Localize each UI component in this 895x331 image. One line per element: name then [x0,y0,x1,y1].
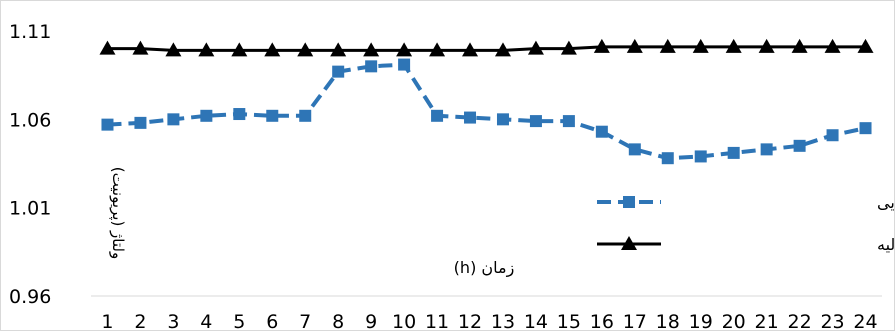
data-point [560,40,577,55]
series-1 [101,58,872,165]
x-tick-label: 8 [332,311,344,330]
x-tick-label: 24 [853,311,877,330]
data-point [857,38,874,53]
data-point [628,143,641,156]
x-tick-label: 10 [392,311,416,330]
data-point [826,129,839,142]
x-tick-label: 6 [266,311,278,330]
data-point [398,58,411,71]
data-point [859,122,872,135]
y-tick-label: 1.01 [9,198,51,220]
series-2 [99,38,874,57]
data-point [527,40,544,55]
data-point [661,152,674,165]
data-point [725,38,742,53]
data-point [824,38,841,53]
data-point [264,42,281,57]
data-point [694,150,707,163]
data-point [793,139,806,152]
series-line [107,45,866,52]
data-point [198,42,215,57]
data-point [365,60,378,73]
y-axis-title: ولتاژ (پریونیت) [108,167,127,259]
x-tick-label: 23 [820,311,844,330]
data-point [99,40,116,55]
data-point [496,113,509,126]
data-point [626,38,643,53]
data-point [494,42,511,57]
data-point [431,109,444,122]
x-tick-label: 13 [491,311,515,330]
data-point [429,42,446,57]
data-point [101,118,114,131]
x-tick-label: 22 [788,311,812,330]
x-tick-label: 19 [689,311,713,330]
data-point [363,42,380,57]
legend-label: شبکه با قابلیت بازآرایی [877,193,894,213]
data-point [233,108,246,121]
x-tick-label: 4 [200,311,212,330]
x-tick-label: 9 [365,311,377,330]
data-point [791,38,808,53]
y-tick-label: 1.11 [9,21,51,43]
data-point [200,109,213,122]
data-point [659,38,676,53]
data-point [165,42,182,57]
data-point [396,42,413,57]
x-tick-label: 5 [233,311,245,330]
data-point [758,38,775,53]
data-point [134,116,147,129]
x-tick-label: 2 [134,311,146,330]
x-tick-label: 21 [755,311,779,330]
data-point [132,40,149,55]
x-axis-title: زمان (h) [454,258,515,278]
data-point [297,42,314,57]
legend-marker [621,236,637,250]
data-point [593,38,610,53]
x-tick-label: 12 [458,311,482,330]
legend-item-1: شبکه با قابلیت بازآرایی [597,193,894,213]
data-point [266,109,279,122]
data-point [330,42,347,57]
x-tick-label: 14 [524,311,548,330]
y-tick-label: 0.96 [9,286,51,308]
data-point [727,146,740,159]
data-point [760,143,773,156]
data-point [464,111,477,124]
x-tick-label: 1 [101,311,113,330]
data-point [595,125,608,138]
x-tick-label: 18 [656,311,680,330]
data-point [231,42,248,57]
data-point [529,115,542,128]
data-point [167,113,180,126]
x-tick-label: 11 [425,311,449,330]
x-tick-label: 17 [623,311,647,330]
x-tick-label: 3 [167,311,179,330]
data-point [462,42,479,57]
x-tick-label: 7 [299,311,311,330]
legend-label: شبکه با آرایش اولیه [877,235,894,255]
x-tick-label: 16 [590,311,614,330]
data-point [332,65,345,78]
x-tick-label: 15 [557,311,581,330]
data-point [562,115,575,128]
x-tick-label: 20 [722,311,746,330]
series-line [107,62,866,161]
legend-item-2: شبکه با آرایش اولیه [597,235,894,255]
data-point [692,38,709,53]
legend-marker [623,196,635,208]
y-tick-label: 1.06 [9,109,51,131]
data-point [299,109,312,122]
